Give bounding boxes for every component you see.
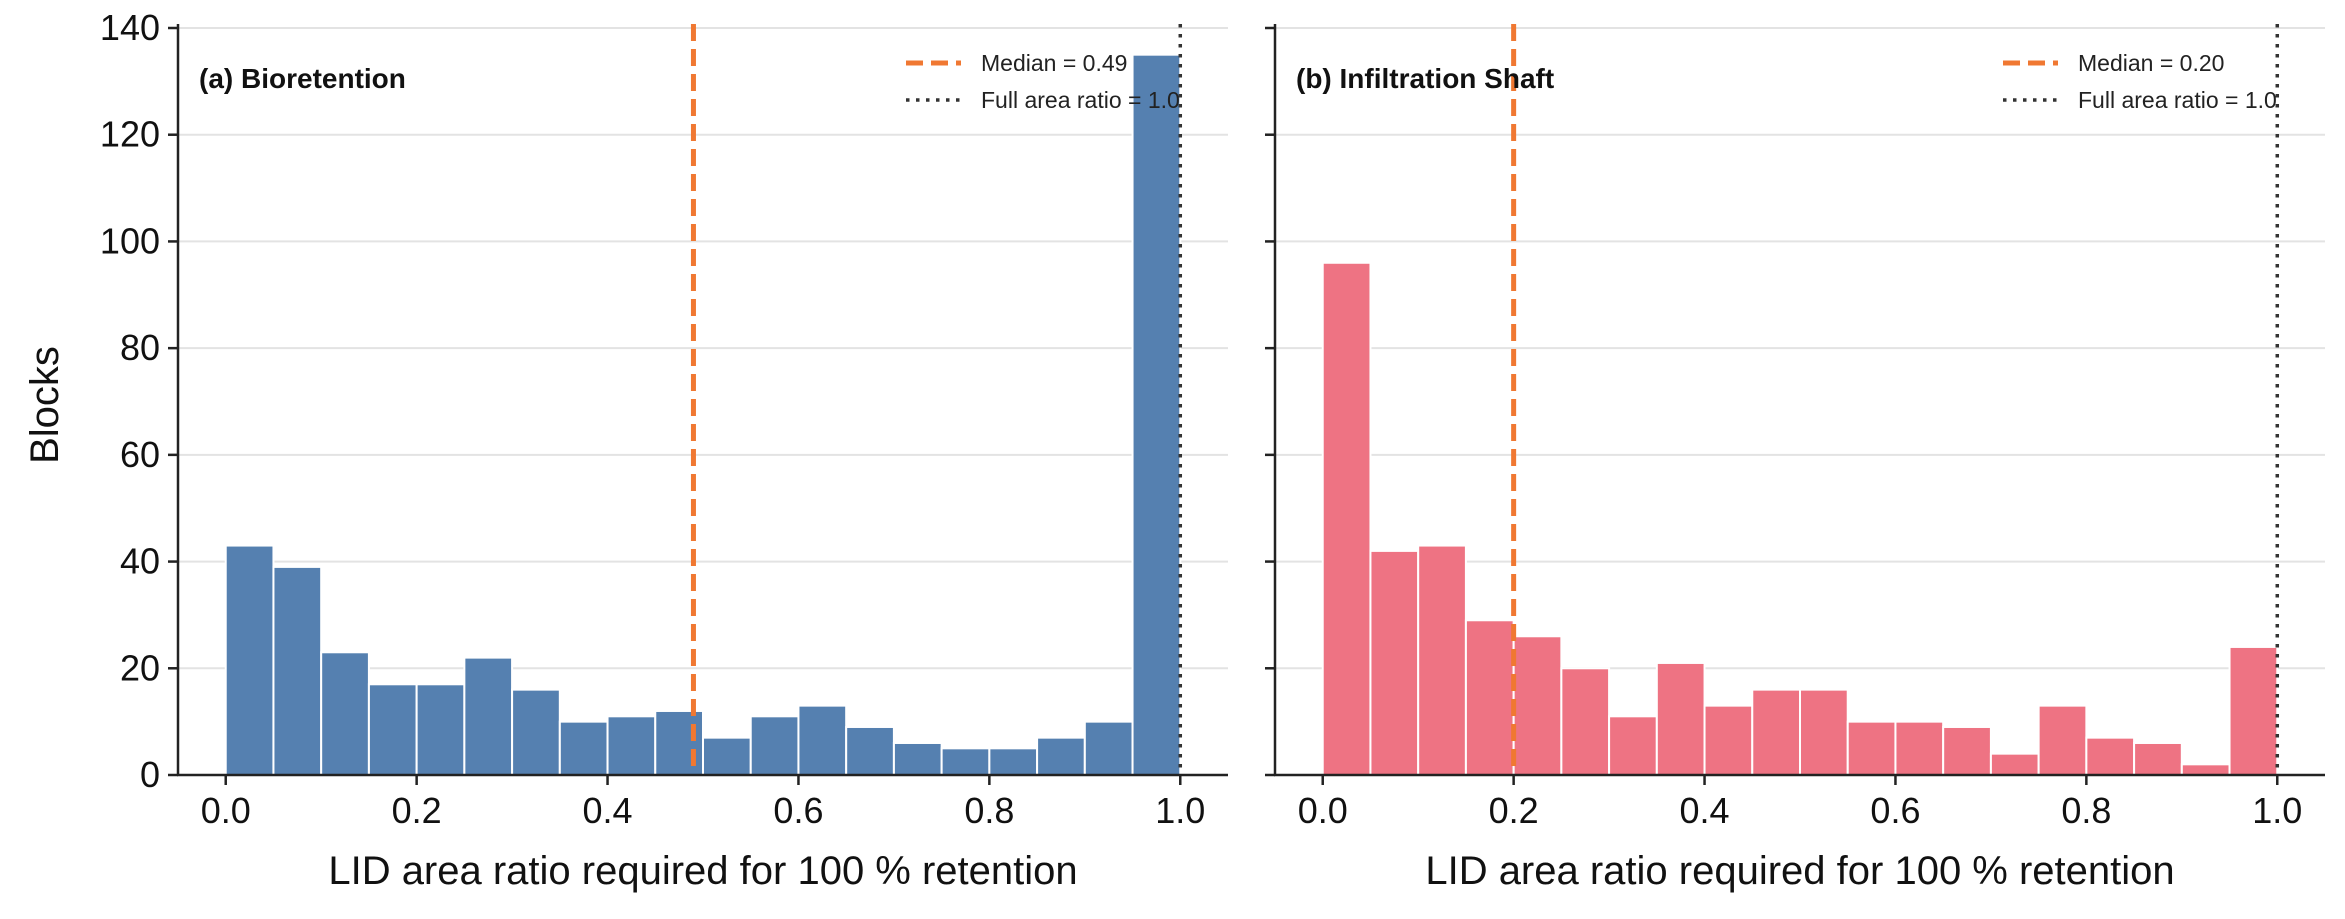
y-tick-label: 40: [120, 541, 160, 582]
histogram-bar: [558, 720, 609, 777]
x-tick-label: 0.0: [201, 790, 251, 831]
x-axis-label: LID area ratio required for 100 % retent…: [1425, 849, 2174, 893]
histogram-bar: [845, 725, 895, 777]
legend-label: Median = 0.49: [981, 50, 1127, 76]
histogram-bar: [606, 715, 657, 776]
x-tick-label: 0.4: [1680, 790, 1730, 831]
histogram-bar: [1703, 704, 1754, 777]
y-tick-label: 0: [140, 754, 160, 795]
figure-ylabel: Blocks: [23, 346, 67, 464]
histogram-bar: [1464, 619, 1515, 776]
legend-label: Full area ratio = 1.0: [2078, 87, 2277, 113]
histogram-bar: [702, 736, 752, 777]
histogram-bar: [1512, 635, 1563, 776]
panel-title: (b) Infiltration Shaft: [1296, 63, 1554, 94]
x-tick-label: 1.0: [2252, 790, 2302, 831]
histogram-bar: [2228, 645, 2279, 777]
histogram-bar: [1131, 53, 1182, 776]
histogram-bar: [2133, 741, 2183, 777]
x-tick-label: 0.2: [392, 790, 442, 831]
x-tick-label: 0.4: [583, 790, 633, 831]
histogram-bar: [1083, 720, 1134, 777]
y-tick-label: 100: [100, 220, 160, 261]
histogram-bar: [511, 688, 561, 777]
histogram-bar: [1846, 720, 1897, 777]
panel-bioretention: 0 20 40 60 80 100 120 140 0.0 0.2 0.4 0.6 0.8 1.0 LID …: [100, 7, 1228, 893]
x-tick-label: 0.6: [773, 790, 823, 831]
histogram-bar: [892, 741, 943, 777]
y-tick-label: 60: [120, 434, 160, 475]
histogram-bar: [797, 704, 848, 777]
panel-infiltration-shaft: 0.0 0.2 0.4 0.6 0.8 1.0 LID area ratio require…: [1265, 24, 2325, 893]
histogram-bar: [320, 651, 370, 776]
histogram-bar: [1608, 715, 1658, 776]
histogram-bar: [940, 747, 991, 776]
x-tick-label: 0.0: [1298, 790, 1348, 831]
x-tick-label: 0.2: [1489, 790, 1539, 831]
histogram-bar: [224, 544, 275, 776]
histogram-bar: [1989, 752, 2040, 777]
histogram-bar: [1036, 736, 1086, 777]
histogram-bar: [988, 747, 1039, 776]
legend: Median = 0.49 Full area ratio = 1.0: [906, 50, 1180, 113]
histogram-bar: [1894, 720, 1945, 777]
histogram-bar: [2037, 704, 2088, 777]
panel-title: (a) Bioretention: [199, 63, 406, 94]
x-tick-label: 1.0: [1155, 790, 1205, 831]
histogram-bar: [2085, 736, 2136, 777]
histogram-bar: [1560, 667, 1611, 776]
histogram-bar: [1942, 725, 1992, 777]
histogram-bar: [463, 656, 514, 776]
y-tick-label: 20: [120, 647, 160, 688]
x-tick-label: 0.8: [964, 790, 1014, 831]
legend: Median = 0.20 Full area ratio = 1.0: [2003, 50, 2277, 113]
histogram-bar: [1751, 688, 1801, 777]
histogram-bar: [272, 565, 323, 777]
histogram-bar: [749, 715, 800, 776]
histogram-bar: [1417, 544, 1467, 776]
y-tick-label: 120: [100, 114, 160, 155]
x-tick-label: 0.6: [1870, 790, 1920, 831]
legend-label: Full area ratio = 1.0: [981, 87, 1180, 113]
histogram-bar: [1799, 688, 1849, 777]
histogram-bar: [367, 683, 418, 776]
x-tick-label: 0.8: [2061, 790, 2111, 831]
y-tick-label: 140: [100, 7, 160, 48]
histogram-bar: [1655, 661, 1706, 777]
histogram-bar: [2180, 763, 2231, 776]
legend-label: Median = 0.20: [2078, 50, 2224, 76]
x-axis-label: LID area ratio required for 100 % retent…: [328, 849, 1077, 893]
y-tick-label: 80: [120, 327, 160, 368]
histogram-bar: [1321, 261, 1372, 776]
histogram-bar: [1369, 549, 1420, 777]
histogram-bar: [415, 683, 466, 776]
